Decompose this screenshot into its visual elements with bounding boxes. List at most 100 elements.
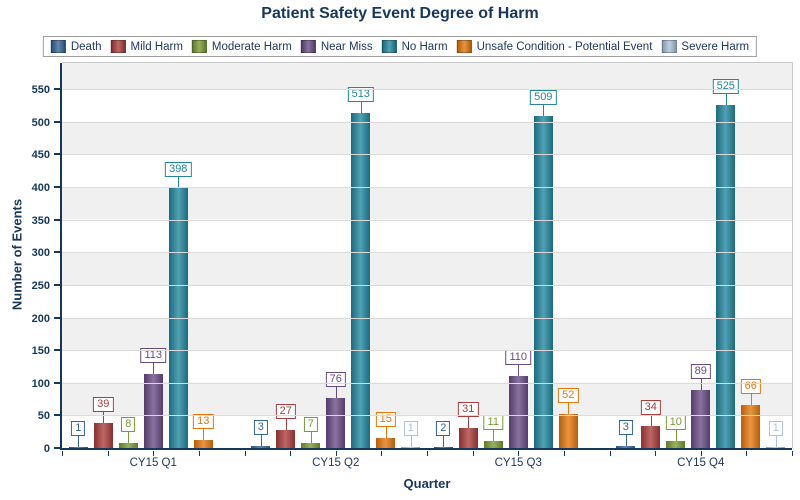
legend-item-3[interactable]: Near Miss — [300, 40, 373, 53]
y-tick-label-0: 0 — [43, 443, 50, 455]
legend-label: Severe Harm — [681, 40, 750, 53]
bar-unsafe-condition-potential-event[interactable]: 15 — [375, 412, 396, 448]
value-label: 34 — [640, 400, 661, 415]
label-stem — [700, 379, 702, 390]
y-axis-line — [60, 63, 62, 450]
bar-moderate-harm[interactable]: 8 — [118, 417, 138, 448]
value-label: 113 — [140, 348, 167, 363]
x-axis-line — [60, 448, 792, 450]
bar-near-miss[interactable]: 76 — [325, 372, 346, 448]
label-stem — [725, 94, 727, 105]
value-label: 13 — [193, 414, 214, 429]
y-tick-400 — [54, 185, 60, 188]
legend-item-6[interactable]: Severe Harm — [661, 40, 749, 53]
value-label: 8 — [121, 417, 136, 432]
value-label: 1 — [403, 421, 418, 436]
y-tick-150 — [54, 349, 60, 352]
bar-mild-harm[interactable]: 27 — [275, 404, 296, 448]
x-axis-title: Quarter — [403, 476, 451, 491]
bar-death[interactable]: 3 — [616, 420, 636, 448]
label-stem — [775, 436, 777, 447]
value-label: 11 — [483, 415, 503, 430]
bar-moderate-harm[interactable]: 7 — [301, 417, 321, 448]
x-tick — [335, 451, 337, 456]
bar-unsafe-condition-potential-event[interactable]: 13 — [193, 414, 214, 448]
legend-swatch-icon — [110, 40, 126, 53]
label-stem — [543, 105, 545, 116]
value-label: 2 — [436, 421, 451, 436]
x-tick — [62, 451, 63, 456]
bar-death[interactable]: 3 — [251, 420, 271, 448]
bar-moderate-harm[interactable]: 11 — [483, 415, 503, 448]
legend-item-0[interactable]: Death — [50, 40, 102, 53]
value-label: 110 — [505, 350, 532, 365]
bar-moderate-harm[interactable]: 10 — [665, 415, 686, 448]
x-tick — [563, 451, 565, 456]
legend-item-5[interactable]: Unsafe Condition - Potential Event — [456, 40, 652, 53]
x-category-label: CY15 Q1 — [129, 457, 177, 469]
gridline-300 — [62, 252, 792, 254]
value-label: 1 — [71, 421, 86, 436]
y-tick-label-200: 200 — [31, 312, 50, 325]
bar-fill — [276, 430, 296, 448]
x-tick — [198, 451, 200, 456]
y-tick-300 — [54, 251, 60, 254]
bar-fill — [401, 447, 421, 448]
gridline-50 — [62, 415, 792, 417]
legend-swatch-icon — [661, 40, 677, 53]
bar-no-harm[interactable]: 513 — [347, 87, 374, 448]
legend-item-2[interactable]: Moderate Harm — [191, 40, 292, 53]
x-tick — [700, 451, 702, 456]
label-stem — [153, 363, 155, 374]
label-stem — [310, 432, 312, 443]
label-stem — [203, 429, 205, 440]
y-tick-label-550: 550 — [31, 84, 50, 97]
bar-fill — [143, 374, 163, 448]
category-group-4: 3 34 10 89 525 66 1 CY15 Q4 — [610, 63, 793, 469]
y-tick-label-350: 350 — [31, 214, 50, 227]
bar-near-miss[interactable]: 110 — [505, 350, 532, 448]
bar-fill — [766, 447, 786, 448]
x-category-label: CY15 Q4 — [677, 457, 725, 469]
value-label: 7 — [303, 417, 318, 432]
value-label: 66 — [740, 379, 761, 394]
bar-fill — [301, 443, 321, 448]
bar-no-harm[interactable]: 509 — [530, 90, 557, 448]
bar-no-harm[interactable]: 525 — [712, 79, 739, 448]
bar-death[interactable]: 2 — [433, 421, 453, 448]
label-stem — [260, 435, 262, 446]
bar-severe-harm[interactable]: 1 — [401, 421, 421, 448]
y-tick-0 — [54, 447, 60, 449]
bar-unsafe-condition-potential-event[interactable]: 66 — [740, 379, 761, 448]
y-tick-200 — [54, 316, 60, 319]
bar-fill — [251, 446, 271, 448]
gridline-250 — [62, 284, 792, 286]
y-tick-label-500: 500 — [31, 116, 50, 129]
legend-item-1[interactable]: Mild Harm — [110, 40, 183, 53]
x-tick — [792, 451, 793, 456]
bar-mild-harm[interactable]: 39 — [93, 397, 114, 448]
bar-fill — [118, 443, 138, 448]
x-tick — [746, 451, 748, 456]
x-category-label: CY15 Q2 — [312, 457, 360, 469]
bar-mild-harm[interactable]: 34 — [640, 400, 661, 448]
gridline-100 — [62, 382, 792, 384]
x-tick — [153, 451, 155, 456]
bar-fill — [641, 426, 661, 448]
bar-unsafe-condition-potential-event[interactable]: 52 — [558, 388, 579, 448]
legend-swatch-icon — [381, 40, 397, 53]
bar-near-miss[interactable]: 113 — [140, 348, 167, 448]
value-label: 39 — [93, 397, 114, 412]
value-label: 31 — [458, 402, 479, 417]
label-stem — [625, 435, 627, 446]
label-stem — [128, 432, 130, 443]
bar-mild-harm[interactable]: 31 — [458, 402, 479, 448]
bar-death[interactable]: 1 — [68, 421, 88, 448]
bar-severe-harm[interactable]: 1 — [766, 421, 786, 448]
bar-near-miss[interactable]: 89 — [690, 364, 711, 448]
legend-swatch-icon — [191, 40, 207, 53]
legend-item-4[interactable]: No Harm — [381, 40, 448, 53]
y-tick-500 — [54, 120, 60, 123]
y-tick-50 — [54, 414, 60, 417]
x-tick — [381, 451, 383, 456]
